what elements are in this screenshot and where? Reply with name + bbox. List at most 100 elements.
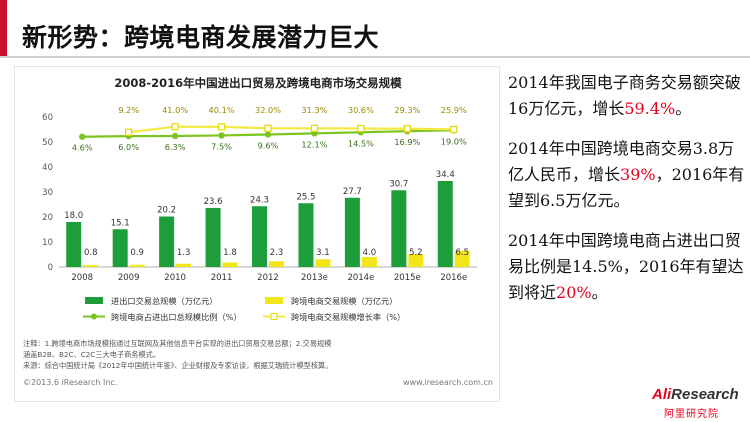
share-ratio-label: 6.3%	[165, 142, 186, 152]
growth-rate-point	[310, 124, 319, 132]
legend-swatch	[85, 297, 103, 304]
bar-value-label: 15.1	[111, 218, 130, 228]
share-ratio-label: 6.0%	[118, 142, 139, 152]
p2-highlight: 39%	[620, 165, 656, 184]
bar-crossborder-2016e	[454, 250, 470, 267]
header-accent-bar	[0, 0, 7, 58]
share-ratio-label: 9.6%	[258, 140, 279, 150]
bar-total-trade-2016e	[437, 181, 453, 267]
bar-crossborder-2012	[269, 261, 284, 267]
bar-total-trade-2009	[112, 229, 128, 267]
bar-total-trade-2011	[205, 208, 221, 267]
growth-rate-point	[125, 128, 133, 136]
logo-subtitle: 阿里研究院	[664, 409, 719, 420]
bar-crossborder-2008	[83, 265, 99, 267]
y-tick-label: 20	[42, 213, 53, 223]
legend-swatch	[265, 297, 283, 304]
legend-label: 跨境电商交易规模（万亿元）	[291, 296, 397, 306]
bar-value-label: 1.8	[223, 248, 237, 258]
p3-end: 。	[591, 283, 608, 302]
bar-value-label: 24.3	[250, 195, 269, 205]
share-ratio-label: 7.5%	[211, 141, 232, 151]
legend-marker	[91, 313, 97, 320]
legend-label: 进出口交易总规模（万亿元）	[111, 296, 217, 306]
bar-crossborder-2009	[129, 264, 145, 267]
bar-crossborder-2011	[222, 262, 238, 267]
y-tick-label: 10	[42, 238, 53, 248]
y-tick-label: 60	[42, 113, 53, 123]
x-tick-label: 2009	[118, 273, 140, 283]
bar-crossborder-2014e	[361, 257, 377, 267]
chart-copyright: ©2013.6 iResearch Inc.	[23, 378, 117, 387]
bar-value-label: 23.6	[204, 197, 223, 207]
legend-label: 跨境电商占进出口总规模比例（%）	[111, 312, 242, 322]
share-ratio-label: 16.9%	[394, 137, 420, 147]
p1-text: 2014年我国电子商务交易额突破16万亿元，增长	[508, 73, 741, 118]
share-ratio-label: 4.6%	[72, 143, 93, 153]
y-tick-label: 0	[48, 263, 53, 273]
share-ratio-label: 12.1%	[301, 139, 327, 149]
x-tick-label: 2013e	[301, 273, 328, 283]
growth-rate-point	[264, 124, 272, 132]
y-tick-label: 50	[42, 138, 53, 148]
growth-rate-label: 31.3%	[301, 105, 327, 115]
growth-rate-label: 9.2%	[118, 105, 139, 115]
p2-text: 2014年中国跨境电商交易3.8万亿人民币，增长	[508, 139, 735, 184]
p1-highlight: 59.4%	[624, 99, 676, 118]
x-tick-label: 2016e	[440, 273, 467, 283]
bar-value-label: 6.5	[456, 248, 470, 258]
bar-value-label: 27.7	[343, 187, 362, 197]
bar-value-label: 3.1	[316, 248, 330, 258]
legend-marker	[270, 313, 278, 320]
bar-total-trade-2008	[66, 222, 82, 267]
growth-rate-label: 30.6%	[348, 105, 374, 115]
legend-label: 跨境电商交易规模增长率（%）	[291, 312, 405, 322]
bar-value-label: 0.8	[84, 248, 98, 258]
bar-crossborder-2010	[176, 263, 192, 267]
chart-note-1: 注释：1.跨境电商市场规模指通过互联网及其他信息平台实现的进出口贸易交易总额；2…	[23, 339, 331, 348]
bar-value-label: 2.3	[270, 248, 284, 258]
bar-value-label: 5.2	[409, 248, 423, 258]
paragraph-ecommerce-total: 2014年我国电子商务交易额突破16万亿元，增长59.4%。	[508, 70, 748, 122]
bar-total-trade-2013e	[298, 203, 314, 267]
bar-crossborder-2013e	[315, 259, 331, 267]
x-tick-label: 2012	[257, 273, 279, 283]
bar-value-label: 1.3	[177, 248, 191, 258]
growth-rate-label: 29.3%	[394, 105, 420, 115]
growth-rate-label: 25.9%	[441, 105, 467, 115]
share-ratio-point	[218, 132, 225, 139]
growth-rate-label: 32.0%	[255, 105, 281, 115]
bar-crossborder-2015e	[408, 254, 424, 267]
growth-rate-point	[403, 125, 411, 133]
bar-value-label: 20.2	[157, 206, 176, 216]
share-ratio-label: 19.0%	[441, 136, 467, 146]
bar-value-label: 34.4	[436, 170, 455, 180]
growth-rate-point	[217, 123, 226, 131]
paragraph-crossborder-share: 2014年中国跨境电商占进出口贸易比例是14.5%，2016年有望达到将近20%…	[508, 228, 748, 306]
x-tick-label: 2008	[71, 273, 93, 283]
x-tick-label: 2010	[164, 273, 186, 283]
chart-note-2: 涵盖B2B、B2C、C2C三大电子商务模式。	[23, 350, 160, 359]
growth-rate-label: 41.0%	[162, 105, 188, 115]
growth-rate-point	[450, 125, 458, 133]
bar-value-label: 25.5	[296, 192, 315, 202]
p2-end: ，2016年有望到6.5万亿元。	[508, 165, 745, 210]
slide-header: 新形势：跨境电商发展潜力巨大	[0, 0, 750, 58]
growth-rate-point	[357, 124, 365, 133]
header-divider	[0, 56, 750, 58]
chart-title: 2008-2016年中国进出口贸易及跨境电商市场交易规模	[114, 76, 402, 90]
x-tick-label: 2014e	[347, 273, 374, 283]
x-tick-label: 2011	[211, 273, 233, 283]
y-tick-label: 30	[42, 188, 53, 198]
bar-total-trade-2015e	[391, 190, 407, 267]
share-ratio-point	[79, 133, 86, 140]
logo-wordmark: AliResearch	[652, 386, 739, 403]
bar-value-label: 0.9	[130, 248, 144, 258]
chart-website: www.iresearch.com.cn	[403, 378, 493, 387]
bar-value-label: 30.7	[389, 179, 408, 189]
trade-chart: 2008-2016年中国进出口贸易及跨境电商市场交易规模 0 10 20 30 40 50…	[23, 76, 493, 387]
bar-value-label: 18.0	[64, 211, 83, 221]
x-tick-label: 2015e	[394, 273, 421, 283]
p3-text: 2014年中国跨境电商占进出口贸易比例是14.5%，2016年有望达到将近	[508, 231, 744, 302]
share-ratio-label: 14.5%	[348, 138, 374, 148]
